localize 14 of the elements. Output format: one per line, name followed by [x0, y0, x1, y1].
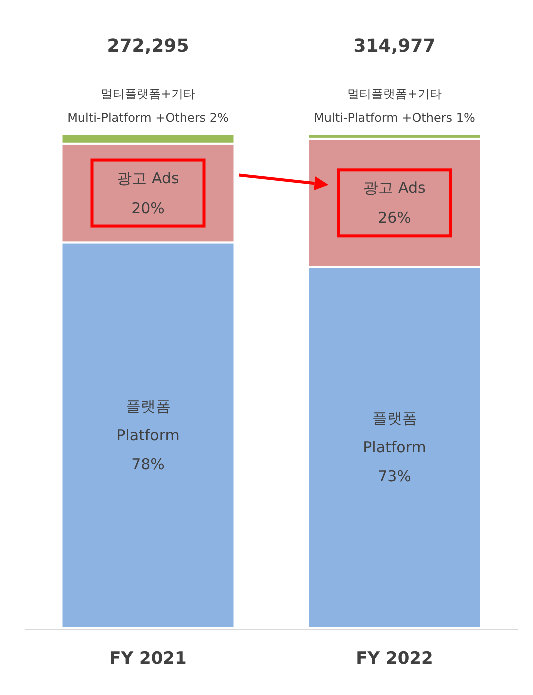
text: 멀티플랫폼+기타 Multi-Platform +Others 2%: [68, 87, 229, 125]
data-label: 73%: [378, 468, 412, 486]
data-label: 78%: [132, 455, 165, 474]
x-tick-label: FY 2021: [110, 649, 187, 669]
text: 광고 Ads: [364, 179, 426, 198]
text: 314,977: [354, 36, 436, 57]
series-label: 광고 Ads: [117, 169, 180, 188]
series-label: 플랫폼 Platform: [116, 397, 180, 444]
x-tick-label: FY 2022: [356, 649, 434, 669]
text: 플랫폼 Platform: [363, 410, 426, 457]
data-label: 26%: [378, 209, 412, 228]
data-label: 20%: [132, 199, 165, 218]
text: 멀티플랫폼+기타 Multi-Platform +Others 1%: [314, 87, 476, 125]
text: 272,295: [107, 36, 190, 57]
